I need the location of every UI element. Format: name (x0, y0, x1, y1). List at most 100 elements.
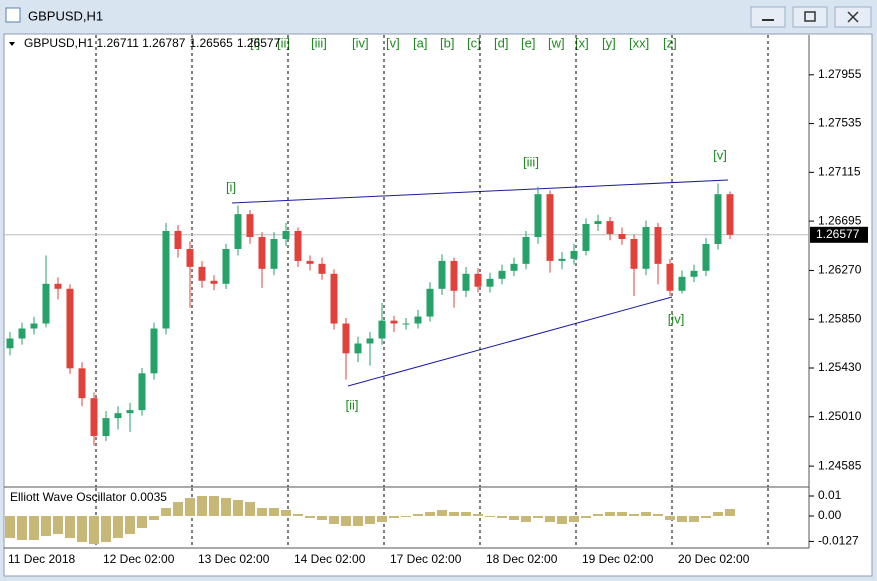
candle-body (642, 227, 650, 269)
oscillator-bar (509, 516, 519, 520)
toolbar-label[interactable]: [w] (548, 35, 565, 50)
toolbar-label[interactable]: [b] (440, 35, 454, 50)
toolbar-label[interactable]: [y] (602, 35, 616, 50)
oscillator-bar (53, 516, 63, 534)
toolbar-label[interactable]: [i] (250, 35, 260, 50)
oscillator-bar (593, 514, 603, 516)
minimize-button[interactable] (750, 6, 786, 28)
oscillator-bar (725, 509, 735, 516)
candle-body (114, 413, 122, 419)
header-arrow (9, 42, 15, 46)
candle-body (138, 373, 146, 411)
maximize-icon (804, 11, 816, 22)
oscillator-bar (65, 516, 75, 538)
candle-body (534, 194, 542, 238)
candle-body (90, 398, 98, 437)
toolbar-label[interactable]: [a] (413, 35, 427, 50)
toolbar-label[interactable]: [z] (663, 35, 677, 50)
candle-body (666, 263, 674, 291)
header-symbol: GBPUSD,H1 (24, 36, 94, 50)
oscillator-bar (305, 516, 315, 518)
oscillator-bar (233, 500, 243, 516)
candle-body (54, 283, 62, 289)
y-tick-label: 1.27535 (818, 116, 862, 130)
oscillator-bar (89, 516, 99, 544)
candle-body (618, 233, 626, 239)
oscillator-bar (701, 516, 711, 518)
candle-body (210, 280, 218, 284)
candle-body (270, 238, 278, 269)
current-price-box (810, 226, 868, 243)
candle-body (414, 316, 422, 324)
window-buttons[interactable] (750, 6, 872, 28)
candle-body (378, 320, 386, 339)
candle-body (426, 288, 434, 317)
oscillator-title: Elliott Wave Oscillator 0.0035 (10, 490, 167, 504)
candle-body (702, 243, 710, 271)
candle-body (6, 338, 14, 349)
candle-body (294, 230, 302, 261)
oscillator-bar (437, 510, 447, 516)
oscillator-bar (401, 516, 411, 517)
wave-label: [ii] (346, 397, 359, 412)
toolbar-label[interactable]: [c] (467, 35, 481, 50)
oscillator-name: Elliott Wave Oscillator (10, 490, 126, 504)
candle-body (498, 270, 506, 279)
oscillator-bar (689, 516, 699, 522)
candle-body (354, 343, 362, 354)
oscillator-bar (497, 516, 507, 518)
candle-body (126, 410, 134, 414)
oscillator-bar (317, 516, 327, 520)
candle-body (318, 263, 326, 274)
candle-body (186, 248, 194, 267)
y-tick-label: 1.25850 (818, 311, 862, 325)
oscillator-bar (113, 516, 123, 538)
x-tick-label: 18 Dec 02:00 (486, 552, 558, 566)
toolbar-label[interactable]: [e] (521, 35, 535, 50)
x-tick-label: 17 Dec 02:00 (390, 552, 462, 566)
oscillator-bar (353, 516, 363, 526)
oscillator-bar (185, 498, 195, 516)
candle-body (150, 328, 158, 374)
toolbar-label[interactable]: [x] (575, 35, 589, 50)
x-tick-label: 14 Dec 02:00 (294, 552, 366, 566)
oscillator-bar (653, 514, 663, 516)
oscillator-bar (473, 514, 483, 516)
toolbar-label[interactable]: [ii] (277, 35, 290, 50)
candle-body (654, 227, 662, 264)
candle-body (582, 224, 590, 251)
candle-body (42, 283, 50, 324)
candle-body (246, 214, 254, 238)
candle-body (390, 320, 398, 324)
oscillator-bar (545, 516, 555, 522)
x-tick-label: 20 Dec 02:00 (678, 552, 750, 566)
candle-body (462, 273, 470, 291)
close-icon (847, 11, 859, 23)
oscillator-bar (377, 516, 387, 522)
candle-body (546, 194, 554, 261)
toolbar-label[interactable]: [v] (386, 35, 400, 50)
oscillator-bar (101, 516, 111, 542)
oscillator-bar (161, 508, 171, 516)
y-tick-label: 1.27115 (818, 165, 861, 179)
oscillator-bar (329, 516, 339, 524)
x-tick-label: 13 Dec 02:00 (198, 552, 270, 566)
candle-body (570, 250, 578, 259)
wave-label: [i] (226, 179, 236, 194)
candle-body (366, 338, 374, 344)
toolbar-label[interactable]: [iii] (311, 35, 327, 50)
oscillator-bar (281, 510, 291, 516)
oscillator-bar (17, 516, 27, 540)
oscillator-bar (245, 502, 255, 516)
candle-body (690, 270, 698, 277)
header-value: 1.26565 (189, 36, 233, 50)
toolbar-label[interactable]: [xx] (629, 35, 649, 50)
chart-area (3, 33, 873, 577)
chart-header: GBPUSD,H1 1.26711 1.26787 1.26565 1.26577 (24, 36, 281, 50)
maximize-button[interactable] (792, 6, 828, 28)
oscillator-bar (425, 512, 435, 516)
toolbar-label[interactable]: [d] (494, 35, 508, 50)
candle-body (438, 260, 446, 289)
toolbar-label[interactable]: [iv] (352, 35, 369, 50)
